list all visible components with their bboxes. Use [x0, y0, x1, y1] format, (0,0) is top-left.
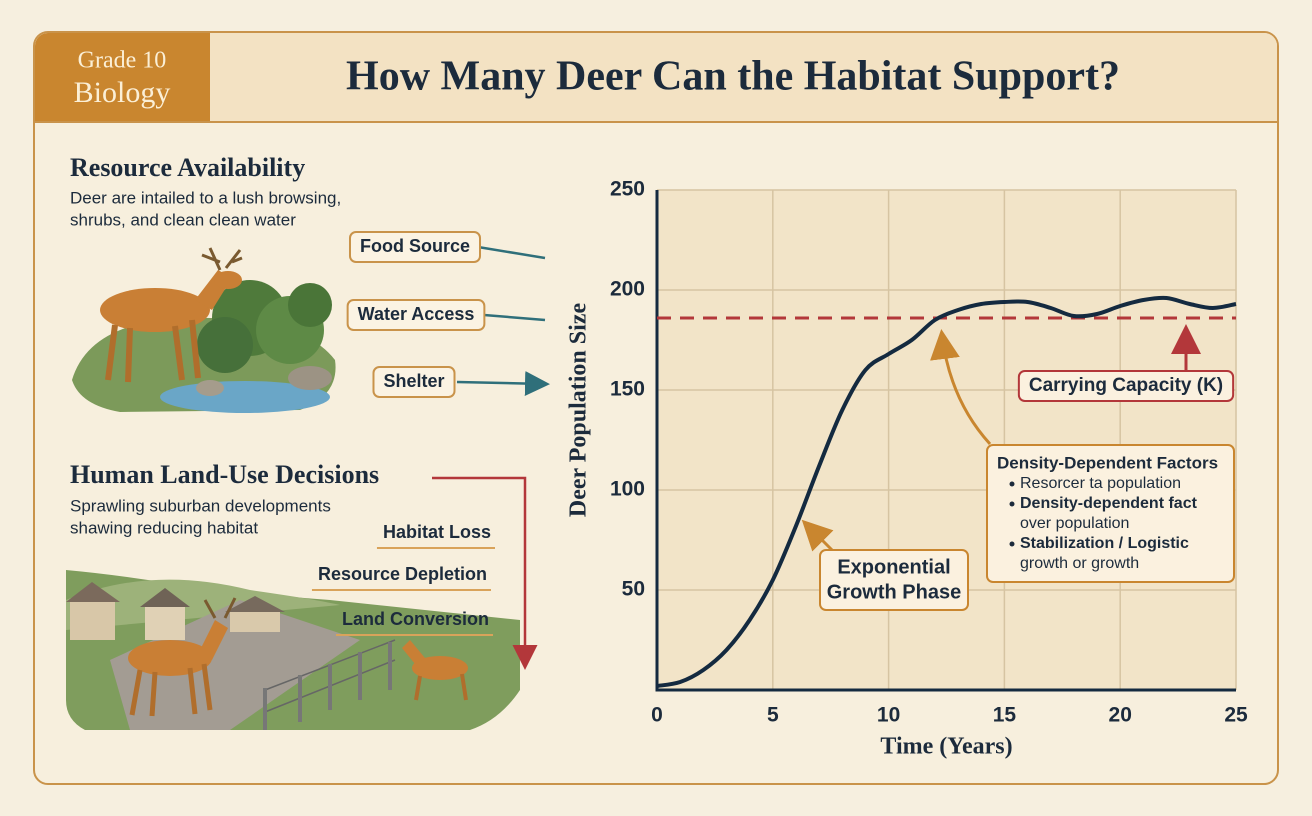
annotation-item: growth or growth [1020, 555, 1139, 572]
x-tick-label: 0 [651, 704, 663, 727]
section-description: shrubs, and clean clean water [70, 210, 296, 229]
badge-line: Biology [74, 76, 171, 109]
impact-label: Resource Depletion [318, 564, 487, 584]
annotation-text: Exponential [837, 556, 950, 578]
section-description: Deer are intailed to a lush browsing, [70, 188, 341, 207]
label-text: Water Access [358, 304, 475, 324]
y-tick-label: 200 [610, 278, 645, 301]
axes [655, 190, 1236, 692]
badge [35, 33, 210, 122]
population-curve [656, 295, 1237, 688]
forest-scene [72, 247, 336, 413]
annotation-box [819, 549, 969, 611]
label-box [1017, 370, 1235, 402]
label-box [346, 299, 486, 331]
land-use-arrow [432, 476, 538, 670]
plot-area [657, 190, 1236, 690]
bullet [1009, 541, 1015, 547]
annotation-arrow [801, 519, 837, 555]
y-tick-label: 100 [610, 478, 645, 501]
x-tick-label: 25 [1224, 704, 1248, 727]
impact-label: Land Conversion [342, 609, 489, 629]
label-text: Carrying Capacity (K) [1029, 375, 1223, 396]
x-tick-label: 5 [767, 704, 779, 727]
label-box [348, 231, 482, 263]
y-tick-label: 250 [610, 178, 645, 201]
resource-arrows [456, 245, 545, 384]
suburb-scene [66, 570, 520, 730]
annotation-text: Growth Phase [827, 581, 961, 603]
section-description: shawing reducing habitat [70, 518, 258, 537]
y-axis-label: Deer Population Size [566, 303, 592, 518]
badge-line: Grade 10 [78, 48, 167, 74]
label-text: Shelter [383, 371, 444, 391]
impact-label: Habitat Loss [383, 522, 491, 542]
annotation-title: Density-Dependent Factors [997, 453, 1218, 472]
annotation-box [986, 444, 1235, 583]
annotation-item: Resorcer ta population [1020, 475, 1181, 492]
label-box [372, 366, 456, 398]
bullet [1009, 501, 1015, 507]
bullet [1009, 481, 1015, 487]
annotation-arrow [930, 329, 992, 446]
annotation-item: Density-dependent fact [1020, 495, 1198, 512]
x-tick-label: 20 [1109, 704, 1132, 727]
x-tick-label: 15 [993, 704, 1017, 727]
annotation-item: over population [1020, 515, 1129, 532]
section-heading: Human Land-Use Decisions [70, 460, 379, 489]
x-tick-label: 10 [877, 704, 900, 727]
annotation-item: Stabilization / Logistic [1020, 535, 1189, 552]
x-axis-label: Time (Years) [880, 734, 1012, 760]
y-tick-label: 50 [622, 578, 645, 601]
title: How Many Deer Can the Habitat Support? [346, 54, 1120, 100]
header-band [35, 33, 1277, 122]
section-description: Sprawling suburban developments [70, 496, 331, 515]
label-text: Food Source [360, 236, 470, 256]
y-tick-label: 150 [610, 378, 645, 401]
section-heading: Resource Availability [70, 153, 305, 182]
